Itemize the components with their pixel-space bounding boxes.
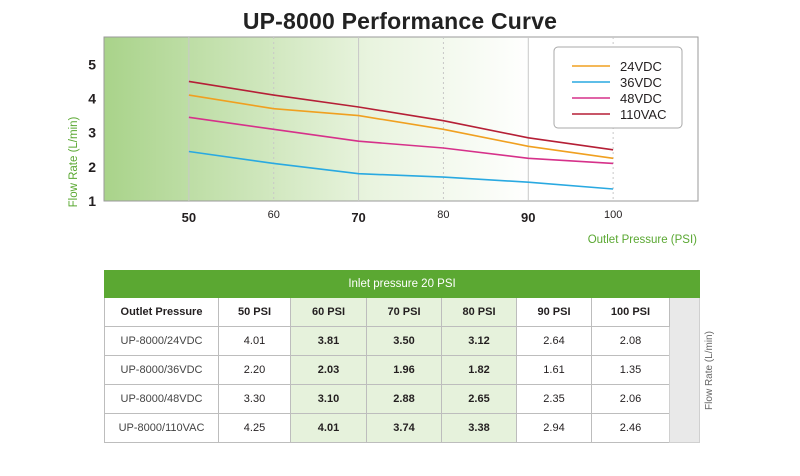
y-tick-labels: 1 2 3 4 5 <box>88 56 96 209</box>
performance-chart: 1 2 3 4 5 50 60 70 80 90 100 Flow Rate (L/min) Ou… <box>68 36 699 246</box>
legend-label: 110VAC <box>620 107 667 122</box>
header-60-psi: 60 PSI <box>290 297 367 327</box>
table-cell: 1.35 <box>591 355 670 385</box>
legend-box <box>553 46 683 129</box>
y-tick-label: 1 <box>88 193 96 209</box>
legend-label: 24VDC <box>620 59 662 74</box>
table-cell: 2.46 <box>591 413 670 443</box>
table-cell: 4.25 <box>218 413 291 443</box>
header-outlet-pressure: Outlet Pressure <box>104 297 219 327</box>
table-cell: 1.96 <box>366 355 442 385</box>
x-tick-labels: 50 60 70 80 90 100 <box>182 209 623 225</box>
y-tick-label: 2 <box>88 159 96 175</box>
flow-rate-table: Inlet pressure 20 PSI Outlet Pressure 50… <box>103 270 715 443</box>
table-cell: 3.38 <box>441 413 517 443</box>
legend-label: 36VDC <box>620 75 662 90</box>
y-tick-label: 5 <box>88 56 96 72</box>
legend-label: 48VDC <box>620 91 662 106</box>
table-cell: 3.50 <box>366 326 442 356</box>
x-tick-label: 50 <box>182 210 196 225</box>
series-lines <box>188 80 614 190</box>
x-tick-label: 80 <box>437 209 449 221</box>
side-label-cell: Flow Rate (L/min) <box>668 297 715 443</box>
x-tick-label: 90 <box>521 210 535 225</box>
flow-rate-side-label: Flow Rate (L/min) <box>703 331 715 410</box>
x-tick-label: 100 <box>604 209 622 221</box>
x-axis-title: Outlet Pressure (PSI) <box>588 234 697 246</box>
table-row: UP-8000/24VDC 4.01 3.81 3.50 3.12 2.64 2… <box>104 326 700 356</box>
series-line-36vdc <box>188 150 614 190</box>
series-line-48vdc <box>188 116 614 165</box>
table-cell: 2.08 <box>591 326 670 356</box>
row-label: UP-8000/110VAC <box>104 413 219 443</box>
table-cell: 4.01 <box>218 326 291 356</box>
series-line-24vdc <box>188 94 614 160</box>
row-label: UP-8000/48VDC <box>104 384 219 414</box>
y-tick-label: 4 <box>88 91 96 107</box>
header-90-psi: 90 PSI <box>516 297 592 327</box>
table-cell: 2.06 <box>591 384 670 414</box>
table-row: UP-8000/36VDC 2.20 2.03 1.96 1.82 1.61 1… <box>104 355 700 385</box>
header-100-psi: 100 PSI <box>591 297 670 327</box>
table-header-row: Outlet Pressure 50 PSI 60 PSI 70 PSI 80 … <box>104 297 715 443</box>
x-tick-label: 60 <box>268 209 280 221</box>
table-cell: 3.10 <box>290 384 367 414</box>
row-label: UP-8000/24VDC <box>104 326 219 356</box>
header-70-psi: 70 PSI <box>366 297 442 327</box>
header-80-psi: 80 PSI <box>441 297 517 327</box>
table-cell: 3.81 <box>290 326 367 356</box>
x-tick-label: 70 <box>351 210 365 225</box>
table-row: UP-8000/48VDC 3.30 3.10 2.88 2.65 2.35 2… <box>104 384 700 414</box>
header-50-psi: 50 PSI <box>218 297 291 327</box>
table-cell: 3.74 <box>366 413 442 443</box>
table-cell: 2.35 <box>516 384 592 414</box>
table-cell: 3.12 <box>441 326 517 356</box>
table-cell: 2.65 <box>441 384 517 414</box>
table-cell: 3.30 <box>218 384 291 414</box>
table-cell: 1.82 <box>441 355 517 385</box>
table-cell: 2.64 <box>516 326 592 356</box>
table-banner: Inlet pressure 20 PSI <box>103 270 701 298</box>
y-tick-label: 3 <box>88 125 96 141</box>
table-cell: 4.01 <box>290 413 367 443</box>
table-cell: 2.88 <box>366 384 442 414</box>
table-cell: 2.20 <box>218 355 291 385</box>
table-row: UP-8000/110VAC 4.25 4.01 3.74 3.38 2.94 … <box>104 413 700 443</box>
table-cell: 2.94 <box>516 413 592 443</box>
table-cell: 2.03 <box>290 355 367 385</box>
row-label: UP-8000/36VDC <box>104 355 219 385</box>
series-line-110vac <box>188 80 614 151</box>
y-axis-title: Flow Rate (L/min) <box>68 116 80 207</box>
table-cell: 1.61 <box>516 355 592 385</box>
page-title: UP-8000 Performance Curve <box>242 8 558 34</box>
